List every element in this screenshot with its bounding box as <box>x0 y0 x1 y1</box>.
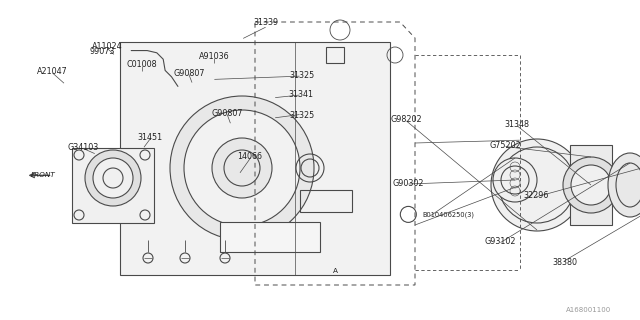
Polygon shape <box>120 42 390 275</box>
Text: A: A <box>333 268 338 274</box>
Text: 38380: 38380 <box>552 258 577 267</box>
Text: 31325: 31325 <box>289 111 315 120</box>
Text: G90807: G90807 <box>211 109 243 118</box>
Text: G34103: G34103 <box>68 143 99 152</box>
Text: G90302: G90302 <box>392 179 424 188</box>
Ellipse shape <box>93 158 133 198</box>
Circle shape <box>184 110 300 226</box>
Text: 99073: 99073 <box>90 47 115 56</box>
Text: G93102: G93102 <box>484 237 516 246</box>
Text: 32296: 32296 <box>524 191 549 200</box>
Text: A168001100: A168001100 <box>566 307 611 313</box>
Circle shape <box>493 158 537 202</box>
Text: 31451: 31451 <box>138 133 163 142</box>
Text: G75202: G75202 <box>490 141 522 150</box>
Text: G90807: G90807 <box>173 69 205 78</box>
Text: FRONT: FRONT <box>31 172 56 178</box>
Text: 31339: 31339 <box>253 18 278 27</box>
Bar <box>300 190 352 212</box>
Bar <box>220 222 320 252</box>
Text: 14066: 14066 <box>237 152 262 161</box>
Bar <box>72 148 154 223</box>
Ellipse shape <box>608 153 640 217</box>
Text: G98202: G98202 <box>390 116 422 124</box>
Circle shape <box>170 96 314 240</box>
Text: 31341: 31341 <box>288 90 314 99</box>
Text: 31348: 31348 <box>504 120 530 129</box>
Circle shape <box>491 139 583 231</box>
Text: A21047: A21047 <box>37 68 68 76</box>
Circle shape <box>571 165 611 205</box>
Text: A11024: A11024 <box>92 42 123 51</box>
Ellipse shape <box>85 150 141 206</box>
Bar <box>326 47 344 63</box>
Bar <box>570 145 612 225</box>
Text: C01008: C01008 <box>127 60 157 69</box>
Text: A91036: A91036 <box>199 52 230 61</box>
Text: B010406250(3): B010406250(3) <box>422 212 474 218</box>
Text: 31325: 31325 <box>289 71 315 80</box>
Circle shape <box>563 157 619 213</box>
Circle shape <box>212 138 272 198</box>
